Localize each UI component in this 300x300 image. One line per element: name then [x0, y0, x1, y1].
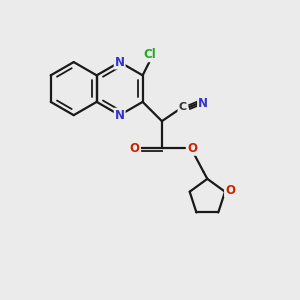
- Text: N: N: [198, 97, 208, 110]
- Text: O: O: [188, 142, 197, 155]
- Text: Cl: Cl: [144, 48, 156, 61]
- Text: O: O: [225, 184, 235, 196]
- Text: N: N: [115, 109, 125, 122]
- Text: O: O: [130, 142, 140, 155]
- Text: C: C: [178, 102, 187, 112]
- Text: N: N: [115, 56, 125, 69]
